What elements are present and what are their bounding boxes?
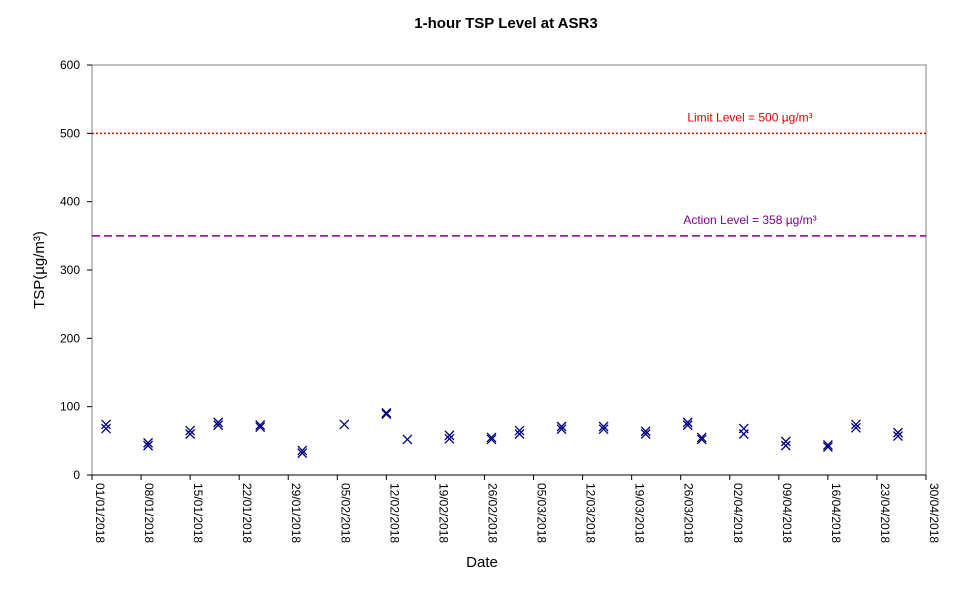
data-point	[893, 427, 903, 438]
data-point	[143, 440, 154, 451]
data-points	[101, 407, 903, 459]
data-point	[850, 419, 861, 430]
x-tick-label: 26/02/2018	[485, 483, 499, 543]
data-point	[514, 429, 525, 439]
data-point	[402, 434, 413, 445]
action-level-label: Action Level = 358 µg/m³	[683, 213, 816, 227]
data-point	[696, 434, 707, 445]
data-point	[822, 439, 833, 450]
data-point	[682, 420, 693, 431]
x-tick-label: 09/04/2018	[780, 483, 794, 543]
x-tick-label: 12/02/2018	[387, 483, 401, 543]
x-tick-label: 05/02/2018	[338, 483, 352, 543]
x-tick-label: 26/03/2018	[682, 483, 696, 543]
data-point	[780, 436, 791, 447]
data-point	[101, 423, 111, 434]
data-point	[213, 417, 224, 428]
x-tick-label: 12/03/2018	[584, 483, 598, 543]
data-point	[185, 429, 196, 439]
data-point	[682, 417, 693, 428]
x-tick-label: 22/01/2018	[240, 483, 254, 543]
x-axis-label: Date	[466, 554, 498, 571]
data-point	[444, 430, 455, 441]
x-tick-label: 16/04/2018	[829, 483, 843, 543]
x-tick-label: 30/04/2018	[927, 483, 941, 543]
data-point	[444, 433, 455, 444]
data-point	[850, 422, 861, 433]
data-point	[640, 429, 651, 439]
y-tick-label: 500	[60, 126, 80, 140]
data-point	[696, 432, 707, 443]
data-point	[738, 429, 749, 439]
y-tick-label: 400	[60, 195, 80, 209]
data-point	[598, 424, 609, 435]
y-tick-label: 0	[73, 468, 80, 482]
reference-lines: Limit Level = 500 µg/m³ Action Level = 35…	[92, 110, 926, 237]
x-tick-label: 29/01/2018	[289, 483, 303, 543]
x-tick-label: 15/01/2018	[191, 483, 205, 543]
data-point	[780, 440, 791, 451]
data-point	[297, 445, 308, 456]
data-point	[339, 419, 350, 430]
y-tick-label: 600	[60, 58, 80, 72]
y-axis: 0 100 200 300 400 500 600	[60, 58, 92, 482]
y-axis-label: TSP(µg/m³)	[31, 231, 48, 309]
data-point	[255, 420, 266, 431]
data-point	[822, 442, 833, 452]
y-tick-label: 300	[60, 263, 80, 277]
data-point	[893, 431, 903, 442]
x-tick-label: 08/01/2018	[142, 483, 156, 543]
x-tick-label: 02/04/2018	[731, 483, 745, 543]
y-tick-label: 100	[60, 400, 80, 414]
y-tick-label: 200	[60, 331, 80, 345]
data-point	[556, 424, 567, 435]
data-point	[255, 422, 266, 433]
data-point	[185, 425, 196, 436]
data-point	[486, 434, 497, 445]
data-point	[514, 425, 525, 436]
x-tick-label: 19/02/2018	[436, 483, 450, 543]
x-tick-label: 23/04/2018	[878, 483, 892, 543]
x-tick-label: 05/03/2018	[535, 483, 549, 543]
data-point	[640, 426, 651, 437]
x-tick-label: 01/01/2018	[93, 483, 107, 543]
data-point	[486, 432, 497, 443]
data-point	[381, 409, 392, 420]
data-point	[143, 437, 154, 448]
data-point	[213, 420, 224, 431]
data-point	[101, 419, 111, 430]
x-tick-label: 19/03/2018	[633, 483, 647, 543]
plot-area	[91, 64, 927, 476]
x-axis: 01/01/2018 08/01/2018 15/01/2018 22/01/2018…	[91, 474, 941, 543]
data-point	[556, 421, 567, 432]
chart-title: 1-hour TSP Level at ASR3	[414, 15, 597, 32]
limit-level-label: Limit Level = 500 µg/m³	[687, 110, 812, 124]
data-point	[598, 421, 609, 432]
data-point	[297, 448, 308, 459]
data-point	[381, 407, 392, 418]
